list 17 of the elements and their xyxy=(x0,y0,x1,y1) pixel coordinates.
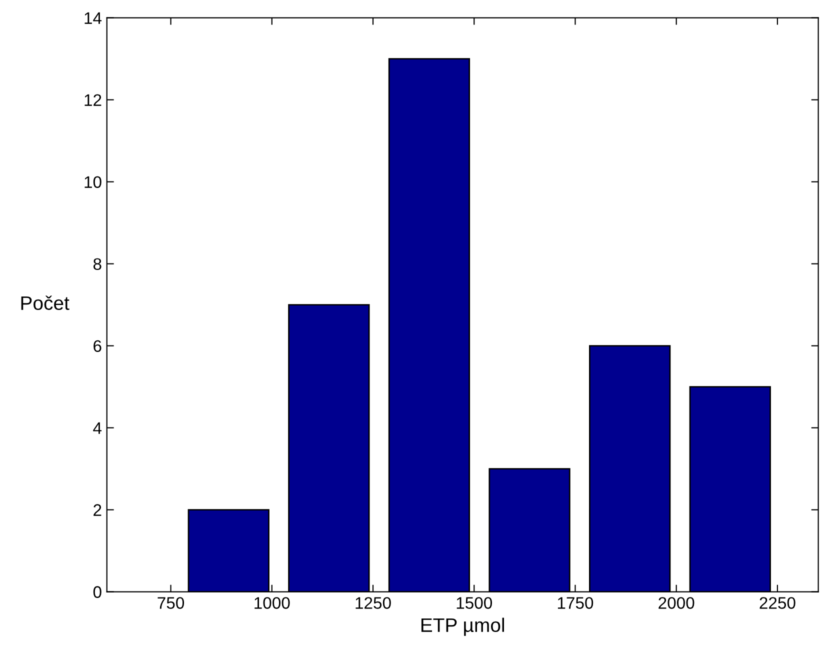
x-axis-title: ETP µmol xyxy=(421,618,504,636)
y-axis-title: Počet xyxy=(21,296,70,310)
x-tick-label: 1500 xyxy=(456,597,492,609)
y-tick-label: 6 xyxy=(94,340,102,352)
x-tick-label: 1000 xyxy=(254,597,290,609)
x-tick-label: 1750 xyxy=(558,597,594,609)
y-tick-label: 10 xyxy=(84,176,102,188)
y-tick-label: 12 xyxy=(84,94,102,106)
y-tick-label: 0 xyxy=(93,586,102,598)
y-tick-label: 8 xyxy=(93,258,102,270)
x-tick-label: 750 xyxy=(158,597,184,609)
y-tick-label: 4 xyxy=(93,422,102,434)
y-tick-label: 2 xyxy=(94,504,102,516)
x-tick-label: 1250 xyxy=(356,597,391,609)
x-tick-label: 2000 xyxy=(658,597,694,609)
x-tick-label: 2250 xyxy=(760,597,796,609)
y-tick-label: 14 xyxy=(84,12,102,24)
